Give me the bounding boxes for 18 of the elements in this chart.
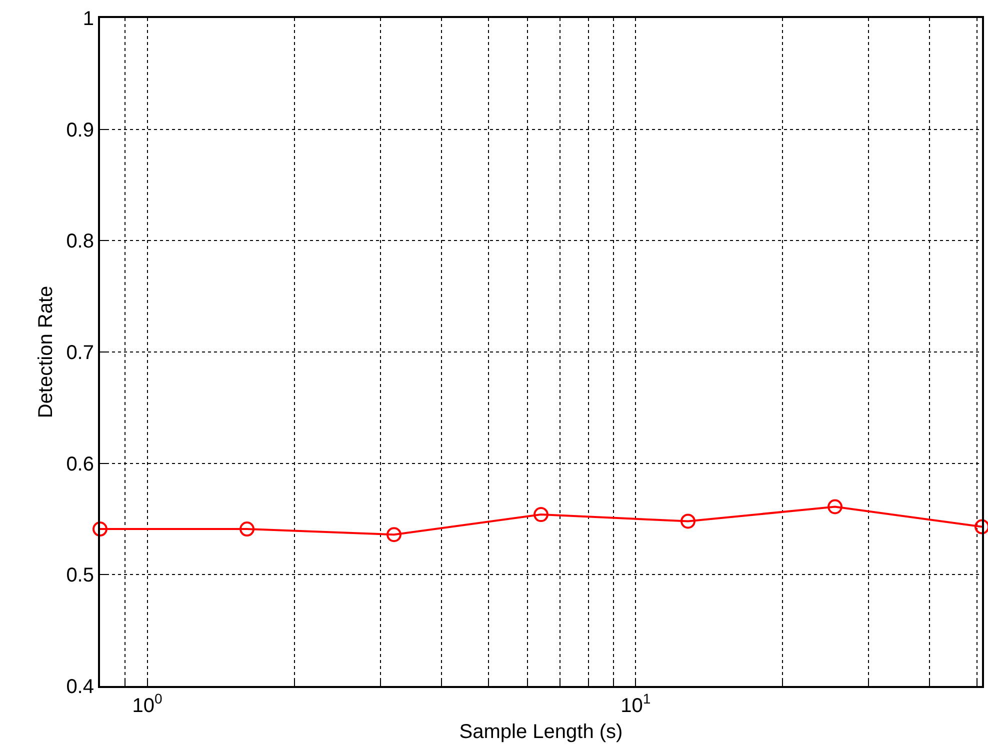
point <box>386 527 402 542</box>
point <box>974 519 988 534</box>
x-axis-title: Sample Length (s) <box>459 721 623 743</box>
y-axis-title: Detection Rate <box>35 286 58 418</box>
y-tick-label: 0.5 <box>66 564 94 587</box>
y-tick-label: 0.6 <box>66 453 94 476</box>
point <box>680 514 696 529</box>
y-tick-label: 0.7 <box>66 342 94 364</box>
y-tick-label: 0.9 <box>66 119 94 142</box>
point <box>828 499 842 514</box>
point <box>92 522 108 537</box>
y-tick-label: 0.8 <box>66 230 94 253</box>
x-tick-label: 10$^{0}$ <box>132 690 163 717</box>
x-tick-label: 10$^{1}$ <box>620 690 651 717</box>
point <box>534 507 548 522</box>
point <box>240 522 254 537</box>
y-tick-label: 0.4 <box>66 676 94 698</box>
y-tick-label: 1 <box>82 8 94 30</box>
